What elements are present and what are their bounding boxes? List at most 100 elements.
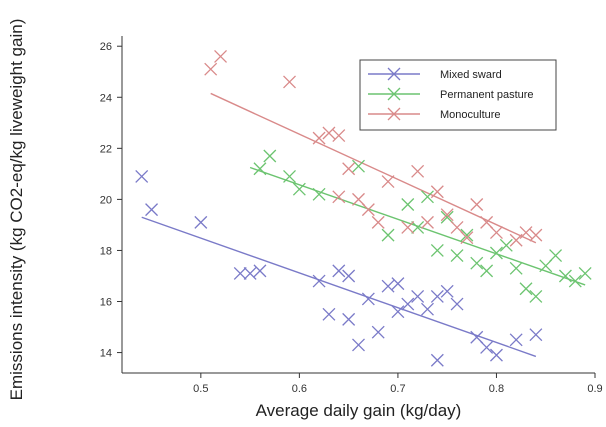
- data-point: [430, 243, 444, 257]
- data-point: [204, 62, 218, 76]
- data-point: [499, 238, 513, 252]
- legend-marker: [387, 67, 401, 81]
- x-tick-label: 0.5: [193, 383, 208, 395]
- data-point: [421, 190, 434, 204]
- data-point: [480, 215, 494, 229]
- y-tick-label: 26: [100, 41, 112, 53]
- data-point: [391, 305, 405, 319]
- data-point: [519, 282, 533, 296]
- legend-marker: [387, 107, 401, 121]
- y-tick-label: 14: [100, 348, 112, 360]
- data-point: [568, 274, 582, 288]
- data-point: [509, 333, 523, 347]
- data-point: [470, 198, 484, 211]
- data-point: [450, 221, 464, 234]
- x-tick-label: 0.6: [292, 383, 307, 395]
- data-point: [519, 226, 533, 240]
- trend-line: [141, 216, 537, 358]
- data-point: [529, 289, 543, 303]
- data-point: [401, 198, 415, 211]
- data-point: [381, 175, 395, 188]
- data-point: [450, 249, 464, 263]
- data-point: [381, 228, 395, 242]
- data-point: [322, 307, 336, 321]
- y-axis-title: Emissions intensity (kg CO2-eq/kg livewe…: [7, 19, 26, 401]
- y-tick-label: 24: [100, 92, 112, 104]
- data-point: [332, 264, 346, 278]
- data-point: [529, 328, 543, 342]
- data-point: [342, 269, 356, 283]
- data-point: [253, 162, 267, 176]
- data-point: [283, 75, 296, 89]
- data-point: [470, 256, 484, 270]
- data-point: [480, 264, 494, 278]
- data-point: [312, 187, 326, 201]
- data-point: [312, 131, 326, 145]
- data-point: [480, 341, 494, 354]
- data-point: [243, 266, 257, 280]
- data-point: [401, 297, 415, 311]
- trend-lines: [141, 92, 586, 358]
- y-tick-label: 20: [100, 194, 112, 206]
- data-point: [489, 246, 503, 260]
- data-point: [292, 182, 306, 196]
- legend-label: Permanent pasture: [440, 89, 534, 101]
- data-point: [411, 221, 425, 234]
- data-point: [421, 215, 434, 229]
- data-point: [312, 274, 326, 288]
- x-tick-label: 0.7: [390, 383, 405, 395]
- data-point: [233, 266, 247, 280]
- data-point: [135, 169, 149, 183]
- data-point: [371, 325, 385, 339]
- data-point: [214, 49, 228, 63]
- data-point: [371, 215, 385, 229]
- data-point: [578, 266, 592, 280]
- data-point: [352, 192, 365, 206]
- data-point: [342, 312, 356, 326]
- data-point: [411, 164, 425, 178]
- axes: 14 16 18 20 22 24 26 0.5 0.6 0.7 0.8 0.9: [100, 36, 603, 395]
- data-point: [322, 126, 336, 140]
- data-point: [145, 203, 159, 217]
- data-point: [421, 302, 434, 316]
- data-point: [253, 264, 267, 278]
- legend-label: Mixed sward: [440, 69, 502, 81]
- y-tick-label: 22: [100, 143, 112, 155]
- data-point: [440, 284, 454, 298]
- y-tick-label: 16: [100, 297, 112, 309]
- data-point: [489, 348, 503, 362]
- data-point: [430, 185, 444, 199]
- data-points: [135, 49, 592, 367]
- data-point: [332, 190, 346, 204]
- legend-label: Monoculture: [440, 109, 501, 121]
- data-point: [411, 289, 425, 303]
- x-axis-title: Average daily gain (kg/day): [256, 401, 462, 420]
- data-point: [460, 231, 474, 245]
- data-point: [529, 228, 543, 242]
- data-point: [361, 292, 375, 306]
- data-point: [558, 269, 572, 283]
- data-point: [470, 330, 484, 344]
- data-point: [440, 208, 454, 222]
- data-point: [430, 353, 444, 367]
- data-point: [539, 259, 553, 273]
- data-point: [194, 215, 208, 229]
- x-tick-label: 0.8: [489, 383, 504, 395]
- data-point: [391, 277, 405, 291]
- data-point: [361, 203, 375, 217]
- data-point: [332, 129, 346, 143]
- data-point: [381, 279, 395, 293]
- data-point: [342, 162, 356, 176]
- y-tick-label: 18: [100, 245, 112, 257]
- data-point: [430, 289, 444, 303]
- data-point: [440, 210, 454, 224]
- data-point: [352, 338, 365, 352]
- data-point: [460, 228, 474, 242]
- trend-line: [249, 166, 586, 286]
- x-tick-label: 0.9: [587, 383, 602, 395]
- data-point: [263, 149, 277, 163]
- data-point: [509, 233, 523, 247]
- data-point: [352, 159, 365, 173]
